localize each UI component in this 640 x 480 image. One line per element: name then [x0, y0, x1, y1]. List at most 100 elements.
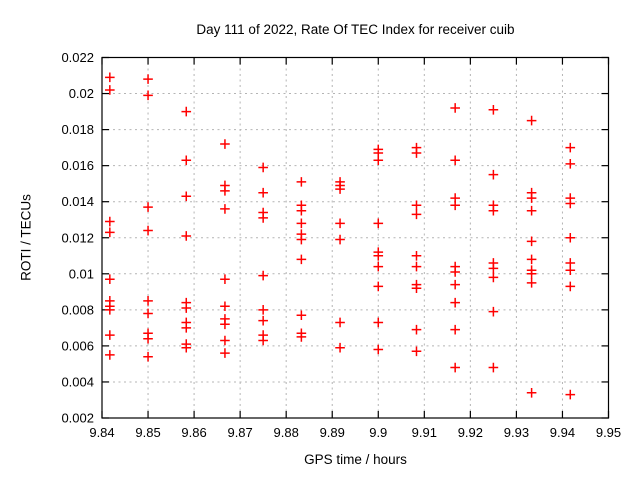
data-point	[181, 342, 192, 353]
data-point	[450, 297, 460, 308]
data-point	[335, 234, 345, 245]
y-tick-label: 0.012	[61, 230, 94, 245]
data-point	[526, 236, 537, 247]
data-point	[488, 263, 499, 274]
data-point	[258, 270, 268, 281]
data-point	[565, 232, 576, 243]
x-tick-label: 9.85	[135, 425, 160, 440]
data-point	[105, 274, 115, 285]
x-tick-label: 9.86	[181, 425, 206, 440]
data-point	[296, 205, 307, 216]
data-point	[526, 278, 537, 288]
data-point	[181, 323, 192, 333]
y-tick-label: 0.02	[69, 86, 94, 101]
data-point	[258, 315, 268, 326]
data-point	[143, 333, 153, 344]
data-point	[373, 281, 384, 292]
data-point	[258, 213, 268, 223]
data-point	[220, 274, 230, 285]
data-point	[181, 231, 192, 241]
y-axis-label: ROTI / TECUs	[18, 194, 34, 281]
data-point	[296, 310, 307, 321]
x-axis-label: GPS time / hours	[304, 452, 407, 467]
y-tick-label: 0.002	[61, 411, 94, 426]
data-point	[565, 142, 576, 153]
data-point	[488, 104, 499, 115]
data-point	[220, 186, 230, 196]
data-point	[258, 187, 268, 198]
data-point	[450, 279, 460, 290]
data-point	[565, 389, 576, 400]
y-tick-label: 0.006	[61, 338, 94, 353]
data-point	[105, 305, 115, 315]
data-point	[181, 155, 192, 166]
x-tick-label: 9.94	[550, 425, 575, 440]
data-point	[565, 281, 576, 292]
data-point	[258, 162, 268, 173]
x-tick-label: 9.84	[89, 425, 114, 440]
data-point	[411, 209, 422, 220]
data-point	[373, 218, 384, 229]
chart-title: Day 111 of 2022, Rate Of TEC Index for r…	[196, 22, 515, 37]
x-tick-label: 9.88	[274, 425, 299, 440]
x-tick-label: 9.92	[458, 425, 483, 440]
data-point	[258, 335, 268, 346]
data-point	[181, 191, 192, 202]
data-point	[450, 200, 460, 211]
data-point	[296, 177, 307, 187]
data-point	[411, 200, 422, 211]
data-point	[373, 155, 384, 166]
data-point	[411, 148, 422, 158]
data-point	[450, 267, 460, 277]
data-point	[373, 250, 384, 261]
data-point	[526, 115, 537, 126]
x-tick-label: 9.93	[504, 425, 529, 440]
data-point	[565, 265, 576, 275]
data-point	[105, 85, 115, 95]
data-point	[373, 317, 384, 328]
data-point	[220, 348, 230, 358]
data-point	[143, 296, 153, 306]
data-point	[373, 261, 384, 272]
data-point	[526, 269, 537, 279]
data-point	[411, 324, 422, 335]
data-point	[488, 272, 499, 283]
data-point	[143, 74, 153, 84]
data-point	[105, 227, 115, 238]
y-tick-label: 0.01	[69, 266, 94, 281]
data-point	[335, 218, 345, 229]
x-tick-label: 9.87	[227, 425, 252, 440]
data-point	[411, 261, 422, 272]
data-point	[526, 254, 537, 265]
y-tick-label: 0.008	[61, 302, 94, 317]
x-tick-label: 9.9	[369, 425, 387, 440]
data-point	[411, 250, 422, 261]
data-point	[411, 283, 422, 294]
data-point	[488, 362, 499, 373]
data-point	[143, 90, 153, 101]
data-point	[335, 317, 345, 328]
data-point	[565, 198, 576, 209]
y-tick-label: 0.022	[61, 50, 94, 65]
data-point	[105, 72, 115, 83]
data-point	[220, 335, 230, 346]
data-point	[220, 319, 230, 330]
data-point	[105, 216, 115, 227]
data-point	[335, 184, 345, 194]
data-point	[373, 344, 384, 355]
x-tick-label: 9.95	[596, 425, 621, 440]
data-point	[335, 342, 345, 353]
data-point	[450, 155, 460, 166]
data-point	[143, 351, 153, 362]
data-point	[220, 139, 230, 149]
data-point	[220, 301, 230, 312]
data-point	[450, 362, 460, 373]
data-point	[143, 308, 153, 319]
data-point	[526, 205, 537, 216]
data-point	[143, 225, 153, 236]
data-point	[296, 218, 307, 229]
data-point	[220, 204, 230, 214]
data-point	[488, 169, 499, 180]
data-point	[181, 303, 192, 313]
